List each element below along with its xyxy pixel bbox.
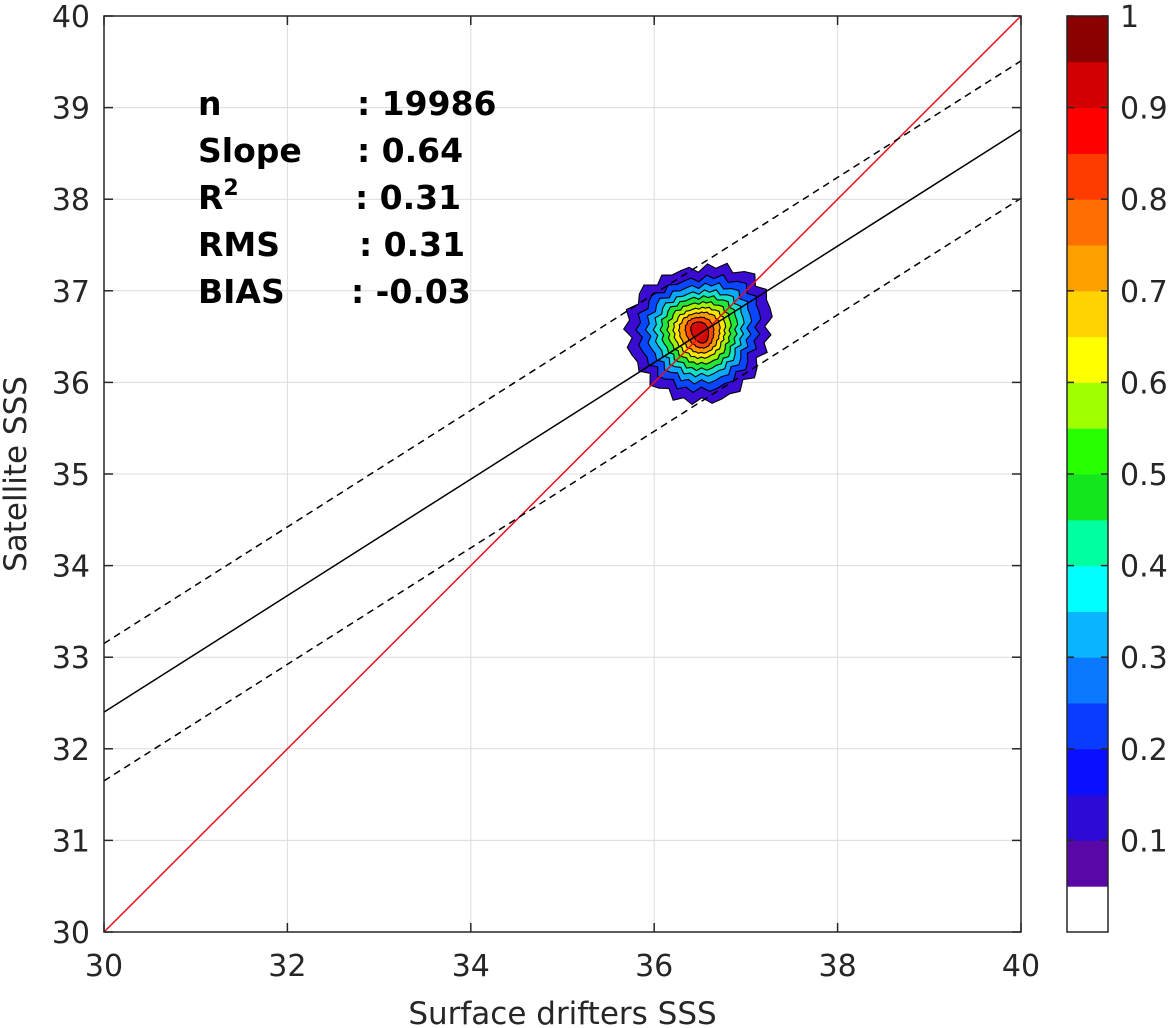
colorbar-tick-label: 0.7 bbox=[1120, 275, 1168, 310]
colorbar-segment bbox=[1067, 382, 1108, 429]
stats-annotation: n : 19986 Slope : 0.64 R2 : 0.31 RMS : 0.31 BIAS… bbox=[198, 84, 497, 311]
contour-level-0.95 bbox=[690, 321, 710, 344]
colorbar-segment bbox=[1067, 840, 1108, 887]
y-tick-label: 39 bbox=[52, 92, 90, 127]
y-axis-label: Satellite SSS bbox=[0, 376, 34, 572]
x-tick-label: 40 bbox=[1002, 949, 1040, 984]
y-tick-label: 32 bbox=[52, 733, 90, 768]
colorbar-segment bbox=[1067, 428, 1108, 475]
colorbar-tick-label: 0.3 bbox=[1120, 641, 1168, 676]
colorbar-tick-label: 0.1 bbox=[1120, 824, 1168, 859]
colorbar-tick-label: 0.4 bbox=[1120, 550, 1168, 585]
colorbar-tick-label: 0.2 bbox=[1120, 733, 1168, 768]
colorbar-segment bbox=[1067, 153, 1108, 200]
stat-value: : 0.31 bbox=[355, 178, 461, 217]
y-tick-label: 33 bbox=[52, 641, 90, 676]
x-axis-label: Surface drifters SSS bbox=[408, 996, 716, 1028]
colorbar-segment bbox=[1067, 336, 1108, 383]
stat-value: : 0.64 bbox=[357, 131, 463, 170]
colorbar: 0.1 0.2 0.3 0.4 0.5 0.6 0.7 0.8 0.9 1 bbox=[1066, 0, 1168, 933]
regression-line bbox=[103, 128, 1022, 713]
stat-label: Slope bbox=[198, 131, 302, 170]
y-tick-label: 37 bbox=[52, 275, 90, 310]
y-tick-label: 31 bbox=[52, 824, 90, 859]
colorbar-segment bbox=[1067, 886, 1108, 933]
colorbar-segment bbox=[1067, 107, 1108, 154]
regression-upper-line bbox=[103, 60, 1022, 645]
colorbar-segment bbox=[1067, 611, 1108, 658]
colorbar-tick-label: 0.9 bbox=[1120, 92, 1168, 127]
x-tick-label: 34 bbox=[452, 949, 490, 984]
colorbar-tick-label: 1 bbox=[1120, 0, 1139, 35]
one-to-one-line bbox=[103, 15, 1022, 933]
stat-label: n bbox=[198, 84, 222, 123]
colorbar-segment bbox=[1067, 703, 1108, 750]
colorbar-segment bbox=[1067, 16, 1108, 63]
colorbar-segment bbox=[1067, 245, 1108, 292]
colorbar-tick-label: 0.8 bbox=[1120, 183, 1168, 218]
y-tick-label: 40 bbox=[52, 0, 90, 35]
colorbar-segment bbox=[1067, 519, 1108, 567]
colorbar-segment bbox=[1067, 748, 1108, 796]
y-tick-label: 34 bbox=[52, 550, 90, 585]
stat-superscript: 2 bbox=[223, 176, 238, 201]
contour-blob bbox=[622, 262, 773, 406]
y-tick-label: 36 bbox=[52, 366, 90, 401]
stat-value: : 19986 bbox=[357, 84, 497, 123]
x-tick-label: 30 bbox=[85, 949, 123, 984]
colorbar-segment bbox=[1067, 565, 1108, 612]
stat-value: : -0.03 bbox=[351, 272, 471, 311]
colorbar-segment bbox=[1067, 199, 1108, 246]
y-tick-labels: 30 31 32 33 34 35 36 37 38 39 40 bbox=[52, 0, 90, 951]
x-tick-label: 38 bbox=[819, 949, 857, 984]
stat-value: : 0.31 bbox=[359, 225, 465, 264]
regression-lower-line bbox=[103, 197, 1022, 782]
colorbar-segment bbox=[1067, 474, 1108, 521]
axis-ticks bbox=[103, 15, 1022, 933]
colorbar-tick-label: 0.6 bbox=[1120, 366, 1168, 401]
fit-lines bbox=[103, 15, 1022, 933]
y-tick-label: 30 bbox=[52, 916, 90, 951]
colorbar-segment bbox=[1067, 657, 1108, 704]
stat-label: BIAS bbox=[198, 272, 285, 311]
colorbar-segment bbox=[1067, 290, 1108, 338]
x-tick-label: 36 bbox=[635, 949, 673, 984]
stat-label: R2 bbox=[198, 176, 239, 217]
x-tick-labels: 30 32 34 36 38 40 bbox=[85, 949, 1040, 984]
x-tick-label: 32 bbox=[268, 949, 306, 984]
colorbar-segment bbox=[1067, 794, 1108, 841]
colorbar-segment bbox=[1067, 61, 1108, 109]
y-tick-label: 35 bbox=[52, 458, 90, 493]
colorbar-tick-label: 0.5 bbox=[1120, 458, 1168, 493]
stat-label: RMS bbox=[198, 225, 280, 264]
y-tick-label: 38 bbox=[52, 183, 90, 218]
